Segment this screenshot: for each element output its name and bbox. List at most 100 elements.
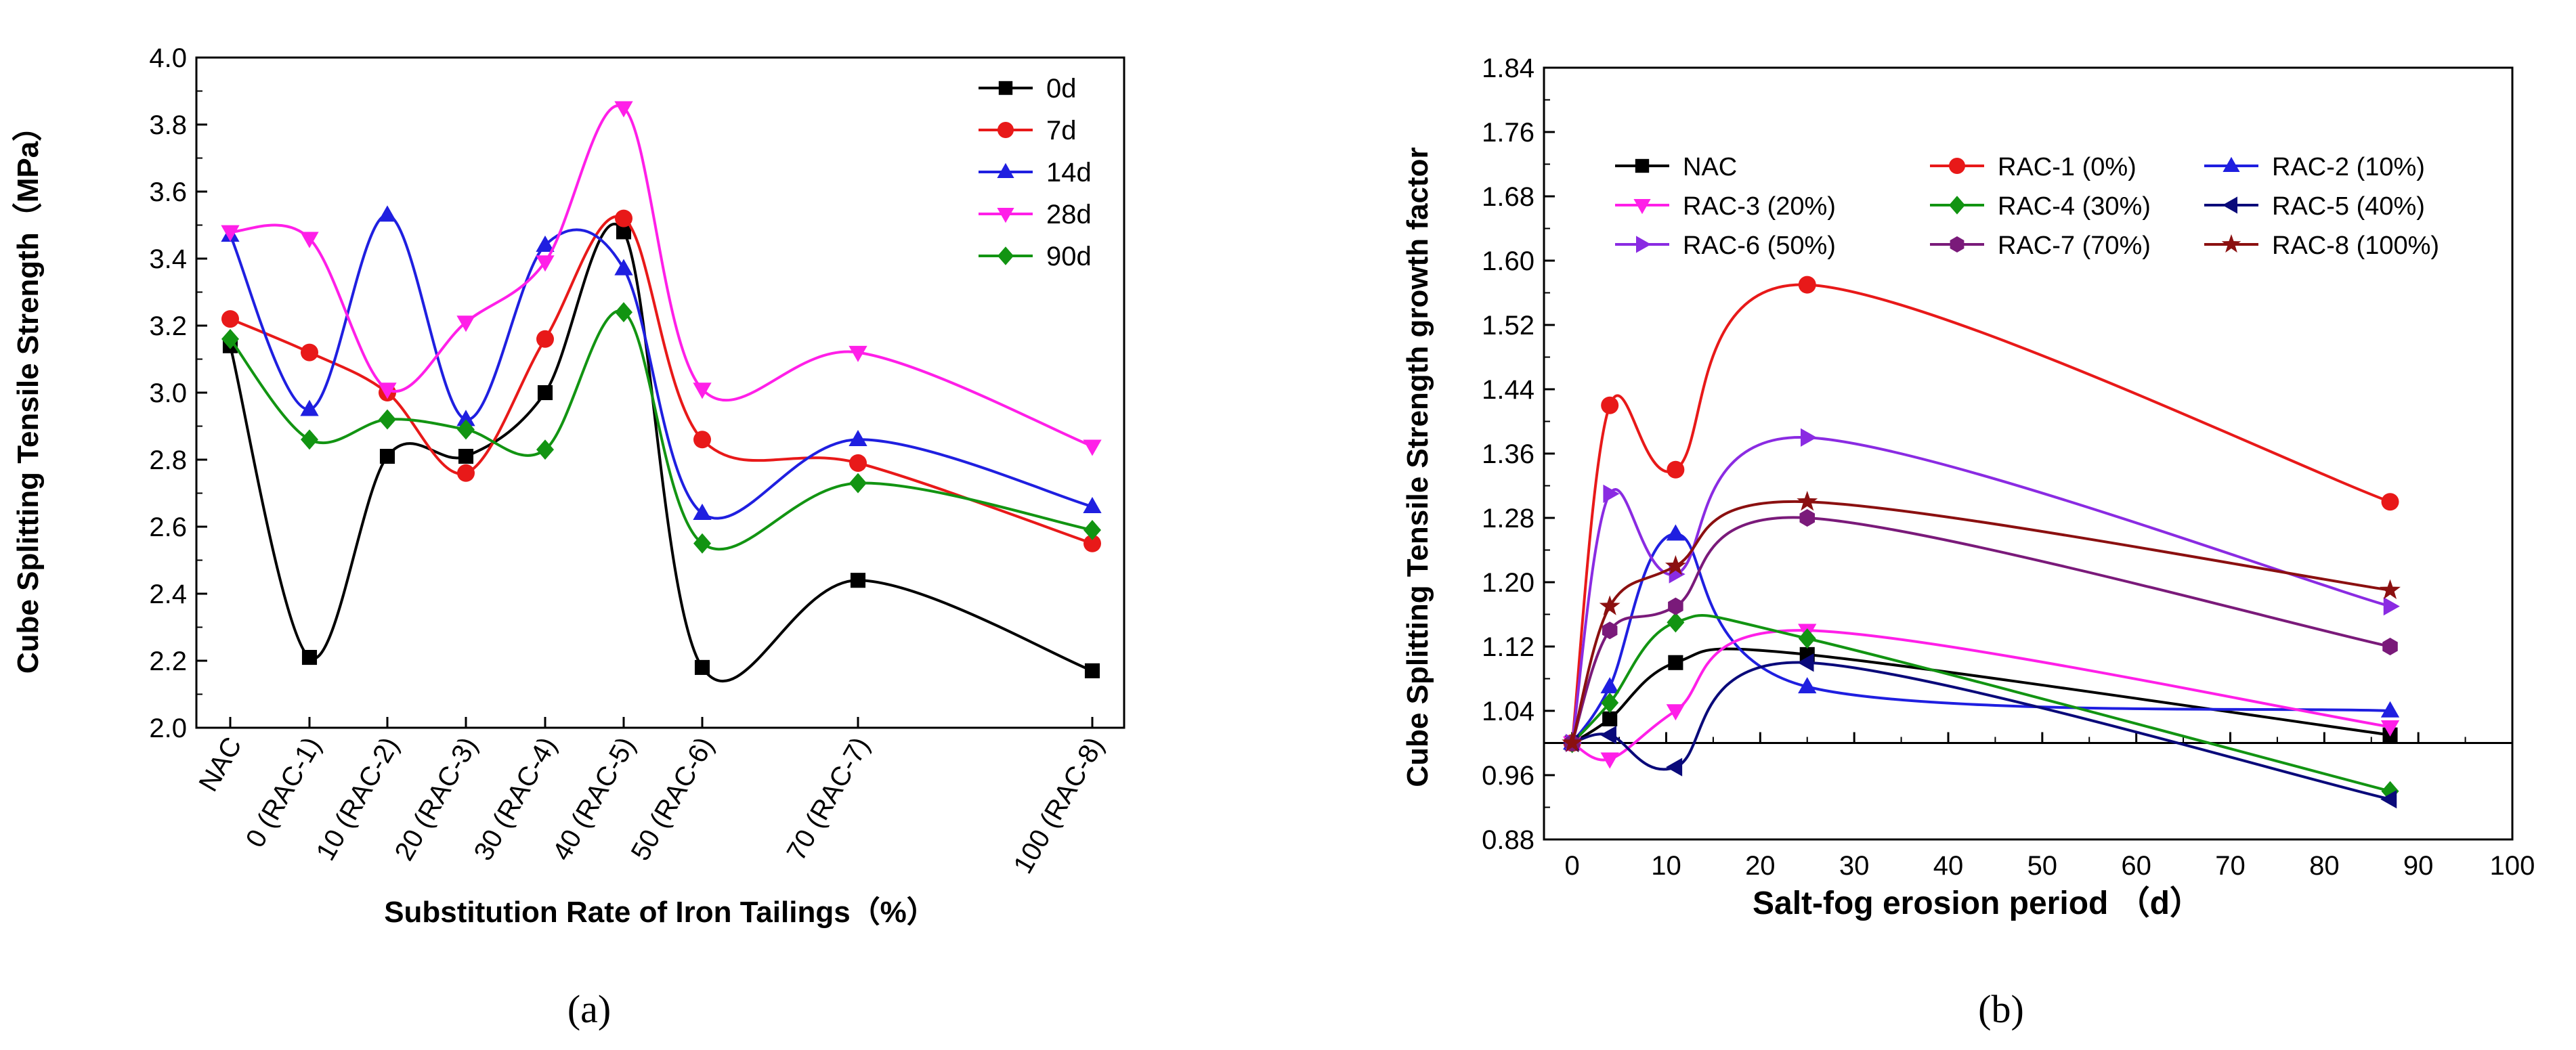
data-point-b-0 bbox=[1602, 711, 1618, 726]
y-tick-label-a: 3.4 bbox=[149, 244, 187, 274]
data-point-a-28d bbox=[849, 345, 867, 362]
data-point-a-14d bbox=[456, 410, 475, 426]
y-tick-label-b: 1.84 bbox=[1482, 53, 1534, 83]
legend-label-a: 0d bbox=[1046, 74, 1077, 104]
data-point-b-5 bbox=[1797, 653, 1814, 672]
legend-label-b: RAC-2 (10%) bbox=[2272, 153, 2425, 181]
data-point-b-1 bbox=[1667, 460, 1685, 479]
legend-label-b: RAC-7 (70%) bbox=[1998, 232, 2151, 260]
data-point-a-90d bbox=[693, 533, 711, 554]
x-tick-label-b: 60 bbox=[2121, 851, 2151, 881]
legend-label-b: NAC bbox=[1683, 153, 1737, 181]
data-point-b-5 bbox=[1666, 758, 1683, 776]
series-line-a-7d bbox=[230, 215, 1093, 545]
data-point-b-3 bbox=[1666, 704, 1686, 721]
data-point-b-8 bbox=[2380, 579, 2401, 600]
x-tick-label-b: 80 bbox=[2309, 851, 2340, 881]
y-tick-label-a: 2.6 bbox=[149, 512, 187, 542]
y-tick-label-b: 1.52 bbox=[1482, 311, 1534, 341]
x-tick-label-b: 10 bbox=[1651, 851, 1681, 881]
y-tick-label-a: 2.4 bbox=[149, 579, 187, 609]
chart-panel-b: 0.88 0.96 1.04 1.12 1.20 1.28 1.36 1.44 1.52 1.60… bbox=[1401, 53, 2535, 1031]
data-point-b-5 bbox=[1600, 725, 1616, 745]
y-tick-label-b: 1.20 bbox=[1482, 568, 1534, 598]
data-point-a-7d bbox=[536, 330, 554, 348]
legend-label-a: 14d bbox=[1046, 158, 1092, 188]
data-point-b-4 bbox=[1798, 628, 1816, 649]
data-point-a-90d bbox=[457, 419, 475, 440]
y-tick-label-a: 3.2 bbox=[149, 311, 187, 341]
data-point-a-90d bbox=[221, 328, 239, 349]
data-point-b-6 bbox=[2383, 596, 2400, 616]
data-point-b-8 bbox=[1562, 732, 1583, 752]
data-point-a-28d bbox=[693, 382, 712, 399]
legend-marker-b-5 bbox=[2222, 196, 2237, 214]
y-tick-label-b: 1.44 bbox=[1482, 375, 1534, 405]
data-point-b-6 bbox=[1603, 484, 1620, 504]
x-tick-label-b: 20 bbox=[1745, 851, 1776, 881]
legend-marker-a-7d bbox=[997, 122, 1014, 138]
legend-marker-b-0 bbox=[1635, 158, 1650, 173]
data-point-a-0d bbox=[537, 385, 553, 401]
data-point-a-7d bbox=[849, 454, 867, 472]
legend-marker-a-28d bbox=[997, 208, 1014, 223]
data-point-a-28d bbox=[221, 225, 240, 242]
data-point-a-28d bbox=[536, 255, 555, 272]
data-point-a-0d bbox=[379, 449, 395, 464]
x-tick-label-b: 40 bbox=[1933, 851, 1964, 881]
data-point-a-14d bbox=[849, 430, 867, 447]
legend-label-b: RAC-8 (100%) bbox=[2272, 232, 2439, 260]
data-point-b-3 bbox=[2380, 720, 2400, 737]
data-point-a-7d bbox=[693, 431, 711, 449]
data-point-b-7 bbox=[1602, 621, 1618, 640]
data-point-a-28d bbox=[1083, 439, 1102, 456]
x-axis-title-b: Salt-fog erosion period （d） bbox=[1753, 885, 2202, 921]
data-point-b-3 bbox=[1600, 752, 1619, 769]
legend-label-b: RAC-1 (0%) bbox=[1998, 153, 2137, 181]
data-point-a-90d bbox=[1083, 520, 1101, 540]
legend-label-b: RAC-4 (30%) bbox=[1998, 192, 2151, 221]
data-point-b-2 bbox=[1666, 524, 1686, 541]
series-line-b-1 bbox=[1570, 283, 2391, 743]
data-point-a-7d bbox=[615, 209, 632, 227]
data-point-b-8 bbox=[1797, 491, 1818, 511]
data-point-a-28d bbox=[300, 232, 319, 248]
data-point-b-7 bbox=[1799, 509, 1815, 527]
y-tick-label-b: 1.12 bbox=[1482, 632, 1534, 662]
data-point-a-0d bbox=[694, 659, 710, 675]
data-point-b-8 bbox=[1665, 555, 1686, 575]
data-point-a-14d bbox=[614, 259, 633, 276]
y-tick-label-a: 2.0 bbox=[149, 714, 187, 743]
x-tick-label-b: 50 bbox=[2027, 851, 2058, 881]
legend-label-a: 7d bbox=[1046, 116, 1077, 146]
panel-caption-a: (a) bbox=[567, 987, 611, 1031]
legend-marker-b-2 bbox=[2223, 156, 2240, 172]
data-point-b-1 bbox=[1798, 276, 1816, 294]
series-line-b-6 bbox=[1570, 436, 2391, 743]
data-point-a-7d bbox=[221, 310, 239, 328]
legend-marker-a-90d bbox=[997, 246, 1014, 265]
data-point-a-14d bbox=[300, 399, 319, 416]
y-tick-label-a: 3.0 bbox=[149, 378, 187, 408]
series-line-b-8 bbox=[1570, 500, 2390, 744]
data-point-b-7 bbox=[1668, 597, 1683, 615]
data-point-a-28d bbox=[456, 315, 475, 332]
data-point-a-7d bbox=[457, 464, 475, 482]
y-tick-label-a: 4.0 bbox=[149, 43, 187, 73]
data-point-a-28d bbox=[614, 101, 633, 118]
data-point-b-1 bbox=[2381, 493, 2399, 511]
series-line-a-0d bbox=[229, 223, 1093, 682]
legend-marker-b-4 bbox=[1949, 196, 1965, 215]
data-point-b-4 bbox=[1667, 612, 1685, 633]
y-tick-label-b: 1.68 bbox=[1482, 182, 1534, 212]
legend-label-a: 28d bbox=[1046, 200, 1092, 229]
x-tick-label-b: 100 bbox=[2490, 851, 2535, 881]
y-tick-label-b: 0.88 bbox=[1482, 825, 1534, 855]
legend-marker-b-3 bbox=[1633, 199, 1651, 215]
legend-marker-a-14d bbox=[997, 162, 1014, 178]
x-tick-label-b: 90 bbox=[2403, 851, 2434, 881]
y-tick-label-b: 1.28 bbox=[1482, 504, 1534, 533]
series-line-a-28d bbox=[230, 104, 1093, 448]
y-tick-label-b: 0.96 bbox=[1482, 761, 1534, 791]
